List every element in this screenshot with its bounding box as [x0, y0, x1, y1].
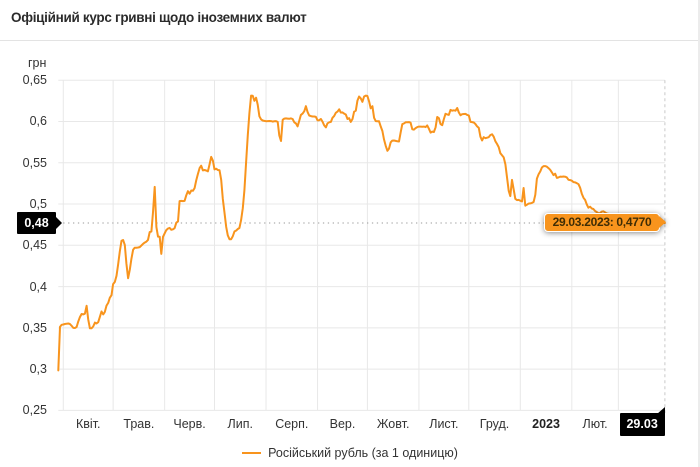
- x-axis-tick-label: Трав.: [123, 417, 155, 431]
- y-axis-tick-label: 0,45: [22, 238, 47, 253]
- title-divider: [0, 40, 700, 41]
- x-axis-tick-label: Жовт.: [376, 417, 410, 431]
- series-line[interactable]: [57, 94, 666, 372]
- tooltip-arrow-icon: [659, 216, 666, 228]
- y-axis-tick-label: 0,35: [22, 320, 47, 335]
- x-axis-tick-label: Черв.: [173, 417, 206, 431]
- y-axis-tick-label: 0,55: [22, 155, 47, 170]
- x-axis-tick-label: 2023: [532, 417, 560, 431]
- x-axis-tick-label: Квіт.: [75, 417, 101, 431]
- x-axis-tick-label: Лип.: [227, 417, 253, 431]
- x-axis-tick-label: Лист.: [429, 417, 459, 431]
- legend[interactable]: Російський рубль (за 1 одиницю): [0, 446, 700, 460]
- legend-line-swatch-icon: [242, 452, 262, 454]
- current-value-axis-badge: 0,48: [17, 212, 62, 234]
- current-date-axis-badge: 29.03: [619, 407, 665, 436]
- y-axis-tick-label: 0,4: [29, 279, 47, 294]
- y-axis-tick-label: 0,3: [29, 362, 47, 377]
- x-axis-tick-label: Серп.: [275, 417, 309, 431]
- x-axis-tick-label: Лют.: [582, 417, 608, 431]
- page-title: Офіційний курс гривні щодо іноземних вал…: [11, 10, 307, 25]
- tooltip: 29.03.2023: 0,4770: [544, 213, 666, 232]
- y-axis-unit-label: грн: [28, 56, 47, 70]
- y-axis-tick-label: 0,65: [22, 73, 47, 88]
- x-axis-tick-label: Вер.: [329, 417, 356, 431]
- y-axis-tick-label: 0,25: [22, 403, 47, 418]
- tooltip-text: 29.03.2023: 0,4770: [544, 213, 660, 232]
- y-axis-tick-label: 0,5: [29, 197, 47, 212]
- legend-series-label: Російський рубль (за 1 одиницю): [268, 446, 458, 460]
- y-axis-tick-label: 0,6: [29, 114, 47, 129]
- x-axis-tick-label: Груд.: [479, 417, 510, 431]
- page-right-border: [698, 0, 700, 467]
